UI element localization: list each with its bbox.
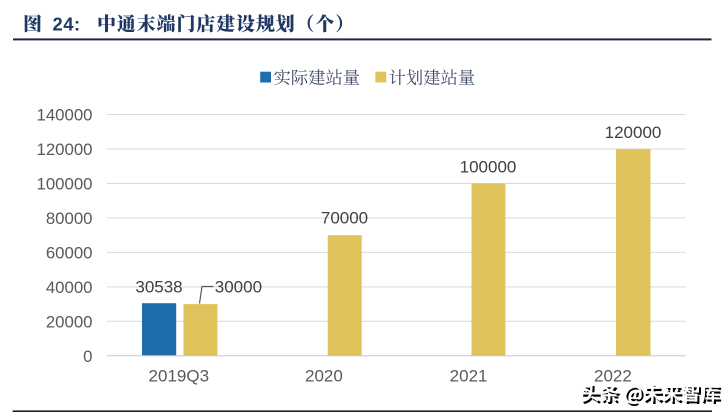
svg-text:100000: 100000 xyxy=(460,157,517,176)
svg-text:2021: 2021 xyxy=(450,367,488,386)
svg-text:24:: 24: xyxy=(53,13,81,34)
svg-text:40000: 40000 xyxy=(46,278,93,297)
svg-text:2022: 2022 xyxy=(594,367,632,386)
svg-text:0: 0 xyxy=(83,347,92,366)
svg-text:2019Q3: 2019Q3 xyxy=(149,367,210,386)
svg-text:20000: 20000 xyxy=(46,313,93,332)
svg-text:70000: 70000 xyxy=(321,209,368,228)
svg-text:60000: 60000 xyxy=(46,244,93,263)
svg-text:2020: 2020 xyxy=(305,367,343,386)
svg-text:100000: 100000 xyxy=(37,175,93,194)
svg-text:120000: 120000 xyxy=(37,140,93,159)
svg-text:30538: 30538 xyxy=(135,278,182,297)
svg-text:120000: 120000 xyxy=(605,123,662,142)
svg-text:140000: 140000 xyxy=(37,106,93,125)
svg-text:80000: 80000 xyxy=(46,209,93,228)
svg-text:30000: 30000 xyxy=(215,278,262,297)
